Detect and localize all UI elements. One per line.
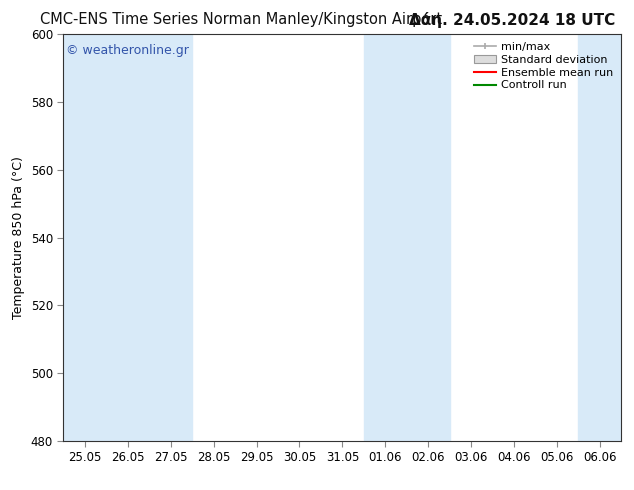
Bar bbox=[407, 34, 450, 441]
Bar bbox=[364, 34, 407, 441]
Bar bbox=[63, 34, 107, 441]
Text: CMC-ENS Time Series Norman Manley/Kingston Airport: CMC-ENS Time Series Norman Manley/Kingst… bbox=[40, 12, 442, 27]
Y-axis label: Temperature 850 hPa (°C): Temperature 850 hPa (°C) bbox=[12, 156, 25, 319]
Text: Δάη. 24.05.2024 18 UTC: Δάη. 24.05.2024 18 UTC bbox=[409, 12, 615, 28]
Bar bbox=[149, 34, 192, 441]
Bar bbox=[578, 34, 621, 441]
Legend: min/max, Standard deviation, Ensemble mean run, Controll run: min/max, Standard deviation, Ensemble me… bbox=[471, 40, 616, 93]
Bar bbox=[107, 34, 149, 441]
Text: © weatheronline.gr: © weatheronline.gr bbox=[66, 45, 189, 57]
